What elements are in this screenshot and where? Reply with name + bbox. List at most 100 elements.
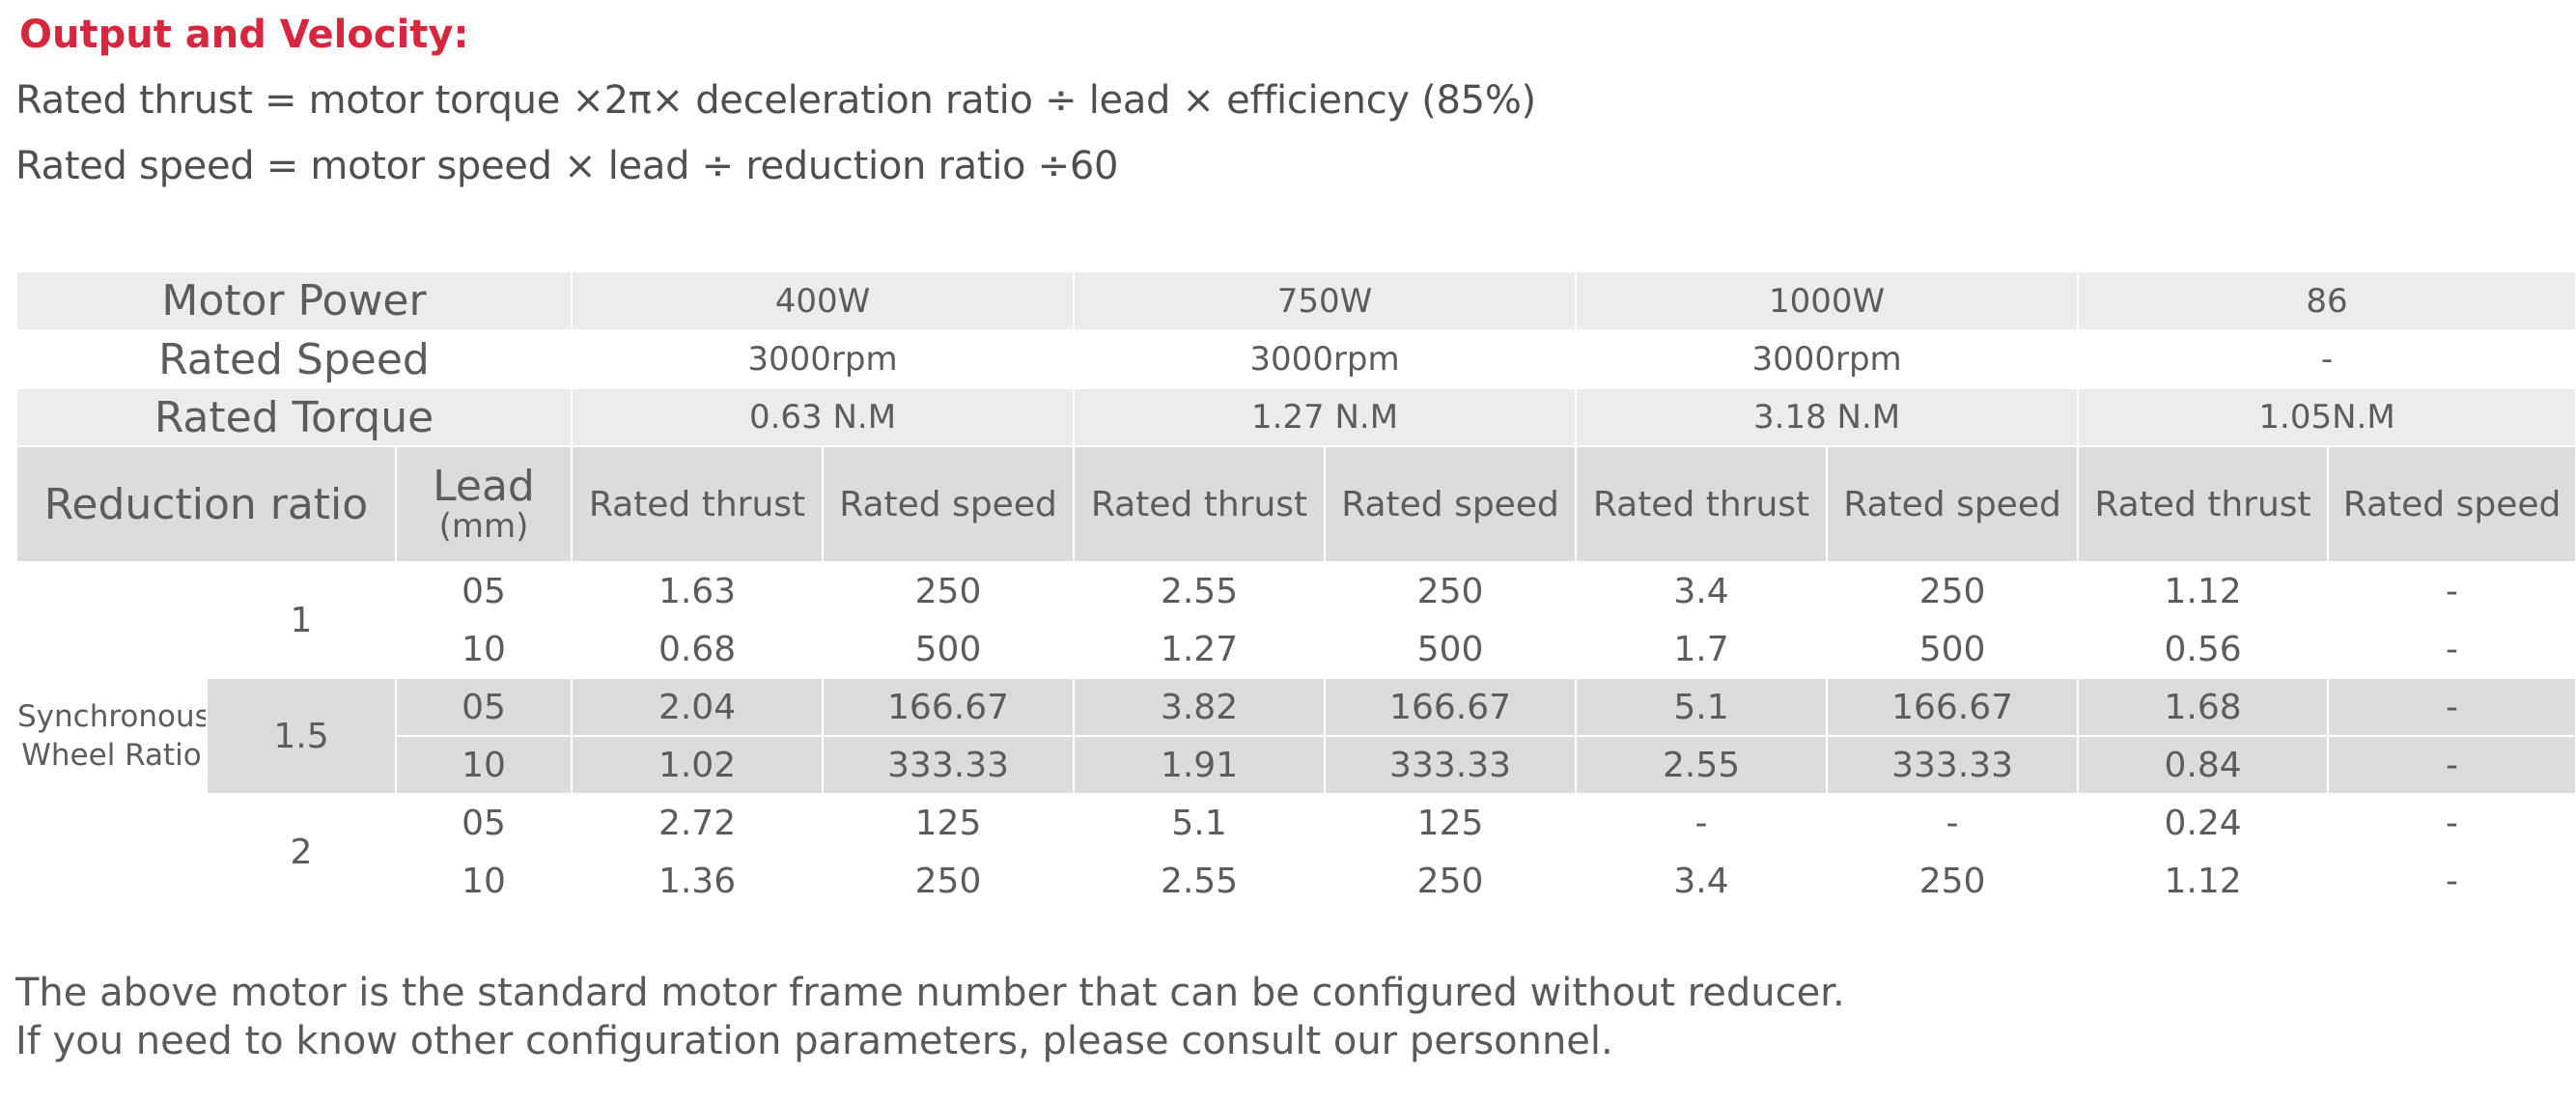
value-cell: 333.33	[823, 736, 1076, 795]
value-cell: 166.67	[1325, 678, 1578, 737]
value-cell: 125	[1325, 794, 1578, 853]
value-cell: -	[2328, 794, 2576, 853]
value-cell: 166.67	[1827, 678, 2080, 737]
table-row: 10 1.36 250 2.55 250 3.4 250 1.12 -	[17, 852, 2576, 911]
value-cell: 2.55	[1074, 852, 1327, 911]
rated-speed-header: Rated speed	[823, 446, 1076, 563]
value-cell: 1.02	[572, 736, 825, 795]
value-cell: 5.1	[1576, 678, 1829, 737]
motor-power-row: Motor Power 400W 750W 1000W 86	[17, 272, 2576, 331]
motor-power-cell: 86	[2078, 272, 2576, 331]
value-cell: 500	[823, 620, 1076, 679]
reduction-ratio-cell: 1	[207, 562, 397, 679]
value-cell: 250	[1827, 562, 2080, 621]
lead-cell: 05	[396, 794, 574, 853]
rated-speed-cell: -	[2078, 330, 2576, 389]
rated-speed-header: Rated speed	[1325, 446, 1578, 563]
value-cell: 3.4	[1576, 562, 1829, 621]
value-cell: 1.7	[1576, 620, 1829, 679]
value-cell: 500	[1325, 620, 1578, 679]
table-row: 1.5 05 2.04 166.67 3.82 166.67 5.1 166.6…	[17, 678, 2576, 795]
value-cell: 0.56	[2078, 620, 2330, 679]
value-cell: 5.1	[1074, 794, 1327, 853]
lead-header: Lead (mm)	[396, 446, 574, 563]
rated-torque-cell: 1.27 N.M	[1074, 388, 1578, 447]
rated-thrust-header: Rated thrust	[1074, 446, 1327, 563]
reduction-ratio-header: Reduction ratio	[17, 446, 397, 563]
rated-speed-header: Rated speed	[1827, 446, 2080, 563]
rated-torque-row: Rated Torque 0.63 N.M 1.27 N.M 3.18 N.M …	[17, 388, 2576, 447]
value-cell: 166.67	[823, 678, 1076, 737]
value-cell: 333.33	[1325, 736, 1578, 795]
value-cell: 1.63	[572, 562, 825, 621]
value-cell: 1.68	[2078, 678, 2330, 737]
rated-thrust-header: Rated thrust	[572, 446, 825, 563]
value-cell: 2.55	[1576, 736, 1829, 795]
motor-power-cell: 750W	[1074, 272, 1578, 331]
value-cell: -	[2328, 852, 2576, 911]
rated-torque-label: Rated Torque	[17, 388, 574, 447]
rated-speed-cell: 3000rpm	[1576, 330, 2080, 389]
lead-cell: 10	[396, 852, 574, 911]
value-cell: 125	[823, 794, 1076, 853]
value-cell: 0.68	[572, 620, 825, 679]
value-cell: 250	[823, 852, 1076, 911]
rated-speed-cell: 3000rpm	[572, 330, 1076, 389]
value-cell: 250	[1325, 852, 1578, 911]
value-cell: 0.24	[2078, 794, 2330, 853]
value-cell: 2.72	[572, 794, 825, 853]
value-cell: 250	[1827, 852, 2080, 911]
table-row: 10 1.02 333.33 1.91 333.33 2.55 333.33 0…	[17, 736, 2576, 795]
lead-header-label: Lead	[433, 462, 535, 511]
rated-torque-cell: 3.18 N.M	[1576, 388, 2080, 447]
footnote-standard-motor: The above motor is the standard motor fr…	[15, 971, 1845, 1015]
section-heading: Output and Velocity:	[19, 13, 469, 57]
rated-torque-cell: 1.05N.M	[2078, 388, 2576, 447]
motor-power-cell: 400W	[572, 272, 1076, 331]
value-cell: 1.27	[1074, 620, 1327, 679]
rated-speed-cell: 3000rpm	[1074, 330, 1578, 389]
rated-speed-row: Rated Speed 3000rpm 3000rpm 3000rpm -	[17, 330, 2576, 389]
value-cell: 1.12	[2078, 852, 2330, 911]
value-cell: -	[2328, 678, 2576, 737]
value-cell: 250	[823, 562, 1076, 621]
rated-speed-label: Rated Speed	[17, 330, 574, 389]
reduction-ratio-cell: 1.5	[207, 678, 397, 795]
value-cell: 3.82	[1074, 678, 1327, 737]
value-cell: 250	[1325, 562, 1578, 621]
column-header-row: Reduction ratio Lead (mm) Rated thrust R…	[17, 446, 2576, 563]
speed-formula: Rated speed = motor speed × lead ÷ reduc…	[15, 144, 1119, 188]
lead-cell: 10	[396, 736, 574, 795]
thrust-formula: Rated thrust = motor torque ×2π× deceler…	[15, 78, 1536, 123]
motor-power-label: Motor Power	[17, 272, 574, 331]
value-cell: -	[1827, 794, 2080, 853]
value-cell: -	[2328, 562, 2576, 621]
table-row: Synchronous Wheel Ratio 1 05 1.63 250 2.…	[17, 562, 2576, 911]
footnote-consult: If you need to know other configuration …	[15, 1019, 1613, 1063]
table-row: 10 0.68 500 1.27 500 1.7 500 0.56 -	[17, 620, 2576, 679]
value-cell: 1.12	[2078, 562, 2330, 621]
value-cell: 500	[1827, 620, 2080, 679]
lead-cell: 10	[396, 620, 574, 679]
value-cell: 2.04	[572, 678, 825, 737]
rated-speed-header: Rated speed	[2328, 446, 2576, 563]
value-cell: 2.55	[1074, 562, 1327, 621]
rated-torque-cell: 0.63 N.M	[572, 388, 1076, 447]
value-cell: -	[2328, 620, 2576, 679]
specification-table: Motor Power 400W 750W 1000W 86 Rated Spe…	[17, 272, 2576, 911]
value-cell: -	[2328, 736, 2576, 795]
rated-thrust-header: Rated thrust	[1576, 446, 1829, 563]
reduction-ratio-cell: 2	[207, 794, 397, 911]
lead-header-unit: (mm)	[438, 507, 529, 546]
motor-power-cell: 1000W	[1576, 272, 2080, 331]
value-cell: 333.33	[1827, 736, 2080, 795]
value-cell: 1.91	[1074, 736, 1327, 795]
value-cell: -	[1576, 794, 1829, 853]
table-row: 2 05 2.72 125 5.1 125 - - 0.24 -	[17, 794, 2576, 911]
value-cell: 3.4	[1576, 852, 1829, 911]
synchronous-wheel-ratio-label: Synchronous Wheel Ratio	[17, 562, 208, 911]
rated-thrust-header: Rated thrust	[2078, 446, 2330, 563]
lead-cell: 05	[396, 562, 574, 621]
value-cell: 1.36	[572, 852, 825, 911]
value-cell: 0.84	[2078, 736, 2330, 795]
